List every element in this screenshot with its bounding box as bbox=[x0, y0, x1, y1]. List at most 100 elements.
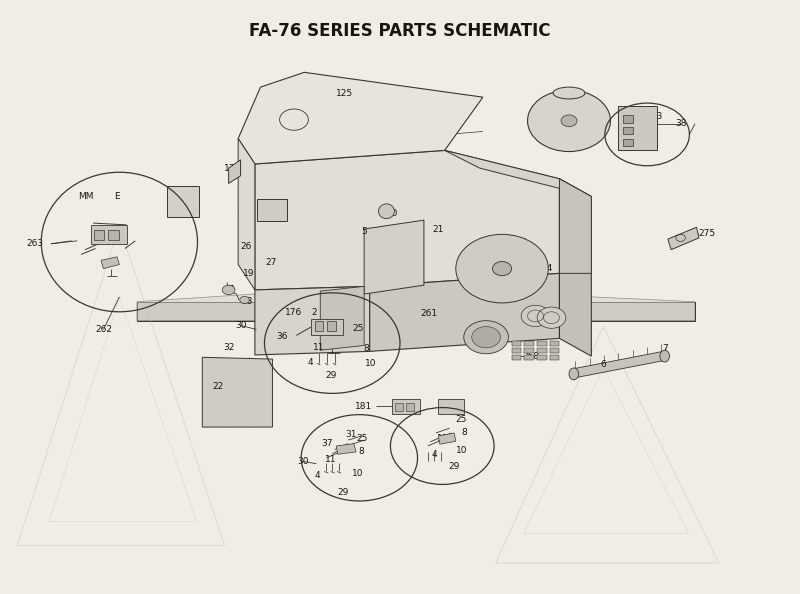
Text: 16: 16 bbox=[503, 256, 515, 265]
FancyBboxPatch shape bbox=[537, 341, 546, 346]
Text: 32: 32 bbox=[223, 343, 234, 352]
Text: 125: 125 bbox=[336, 89, 353, 97]
FancyBboxPatch shape bbox=[108, 230, 118, 240]
Text: 263: 263 bbox=[26, 239, 43, 248]
Text: 29: 29 bbox=[449, 462, 460, 471]
Text: 11: 11 bbox=[313, 343, 325, 352]
FancyBboxPatch shape bbox=[524, 355, 534, 360]
Polygon shape bbox=[238, 72, 483, 164]
Polygon shape bbox=[364, 220, 424, 294]
Polygon shape bbox=[137, 302, 695, 321]
Polygon shape bbox=[438, 433, 456, 444]
Text: 36: 36 bbox=[276, 332, 288, 341]
Ellipse shape bbox=[378, 204, 394, 219]
Polygon shape bbox=[553, 93, 585, 121]
FancyBboxPatch shape bbox=[512, 348, 521, 353]
Circle shape bbox=[527, 90, 610, 151]
Circle shape bbox=[561, 115, 577, 127]
Circle shape bbox=[493, 261, 512, 276]
Text: E: E bbox=[114, 192, 120, 201]
Polygon shape bbox=[101, 257, 119, 268]
Text: 8: 8 bbox=[358, 447, 364, 456]
Polygon shape bbox=[336, 444, 356, 454]
Text: 19: 19 bbox=[242, 269, 254, 278]
Text: 11: 11 bbox=[325, 455, 336, 464]
FancyBboxPatch shape bbox=[623, 138, 633, 146]
Circle shape bbox=[521, 305, 550, 327]
FancyBboxPatch shape bbox=[90, 225, 126, 244]
Text: 4: 4 bbox=[314, 471, 320, 480]
Text: 24: 24 bbox=[641, 132, 652, 141]
Text: 3: 3 bbox=[521, 238, 526, 247]
Text: 6: 6 bbox=[601, 361, 606, 369]
Text: 5: 5 bbox=[362, 228, 367, 236]
Circle shape bbox=[472, 327, 501, 348]
Polygon shape bbox=[370, 273, 559, 352]
Text: 13: 13 bbox=[576, 96, 587, 105]
Text: 29: 29 bbox=[338, 488, 349, 497]
Text: 22: 22 bbox=[213, 383, 224, 391]
Polygon shape bbox=[571, 352, 666, 378]
Text: 31: 31 bbox=[345, 429, 356, 438]
FancyBboxPatch shape bbox=[512, 341, 521, 346]
Text: 26: 26 bbox=[241, 242, 252, 251]
Ellipse shape bbox=[553, 87, 585, 99]
FancyBboxPatch shape bbox=[524, 341, 534, 346]
Text: 275: 275 bbox=[698, 229, 715, 238]
Text: 8: 8 bbox=[364, 344, 370, 353]
Text: 9: 9 bbox=[483, 266, 489, 275]
FancyBboxPatch shape bbox=[406, 403, 414, 410]
Ellipse shape bbox=[660, 350, 670, 362]
Polygon shape bbox=[445, 150, 591, 197]
Text: 2: 2 bbox=[311, 308, 317, 317]
Polygon shape bbox=[202, 358, 273, 427]
Circle shape bbox=[222, 285, 235, 295]
Text: 38: 38 bbox=[676, 119, 687, 128]
Polygon shape bbox=[559, 179, 591, 356]
Text: 30: 30 bbox=[297, 457, 309, 466]
Circle shape bbox=[240, 296, 250, 304]
Text: 29: 29 bbox=[325, 371, 336, 380]
Text: 1: 1 bbox=[488, 247, 494, 255]
Text: 181: 181 bbox=[354, 402, 372, 411]
FancyBboxPatch shape bbox=[550, 341, 559, 346]
FancyBboxPatch shape bbox=[395, 403, 403, 410]
Circle shape bbox=[537, 307, 566, 328]
FancyBboxPatch shape bbox=[327, 321, 336, 331]
FancyBboxPatch shape bbox=[537, 348, 546, 353]
Text: 4: 4 bbox=[307, 358, 313, 366]
FancyBboxPatch shape bbox=[392, 399, 420, 414]
Polygon shape bbox=[229, 160, 241, 184]
Polygon shape bbox=[137, 286, 695, 321]
Text: 27: 27 bbox=[265, 258, 277, 267]
Polygon shape bbox=[255, 150, 559, 290]
Text: 18: 18 bbox=[264, 204, 276, 213]
Text: 28: 28 bbox=[491, 329, 503, 338]
Text: FA-76 SERIES PARTS SCHEMATIC: FA-76 SERIES PARTS SCHEMATIC bbox=[250, 22, 550, 40]
Text: 20: 20 bbox=[386, 208, 398, 217]
FancyBboxPatch shape bbox=[314, 321, 323, 331]
FancyBboxPatch shape bbox=[257, 199, 286, 222]
FancyBboxPatch shape bbox=[512, 355, 521, 360]
Text: 30: 30 bbox=[235, 321, 246, 330]
Polygon shape bbox=[320, 286, 364, 350]
Text: 10: 10 bbox=[365, 359, 376, 368]
Text: 261: 261 bbox=[420, 309, 438, 318]
Text: 25: 25 bbox=[455, 415, 466, 425]
Text: 14: 14 bbox=[542, 264, 553, 273]
Text: 21: 21 bbox=[433, 225, 444, 233]
FancyBboxPatch shape bbox=[524, 348, 534, 353]
Text: 8: 8 bbox=[461, 428, 466, 438]
Circle shape bbox=[456, 234, 548, 303]
Text: 23: 23 bbox=[652, 112, 663, 121]
FancyBboxPatch shape bbox=[550, 355, 559, 360]
FancyBboxPatch shape bbox=[94, 230, 104, 240]
Text: 11: 11 bbox=[438, 434, 449, 443]
Polygon shape bbox=[255, 286, 370, 355]
Text: MM: MM bbox=[78, 192, 94, 201]
Polygon shape bbox=[238, 138, 255, 290]
Text: 265: 265 bbox=[439, 400, 456, 409]
FancyBboxPatch shape bbox=[623, 115, 633, 122]
Text: 176: 176 bbox=[286, 308, 302, 317]
Text: 10: 10 bbox=[456, 446, 467, 455]
